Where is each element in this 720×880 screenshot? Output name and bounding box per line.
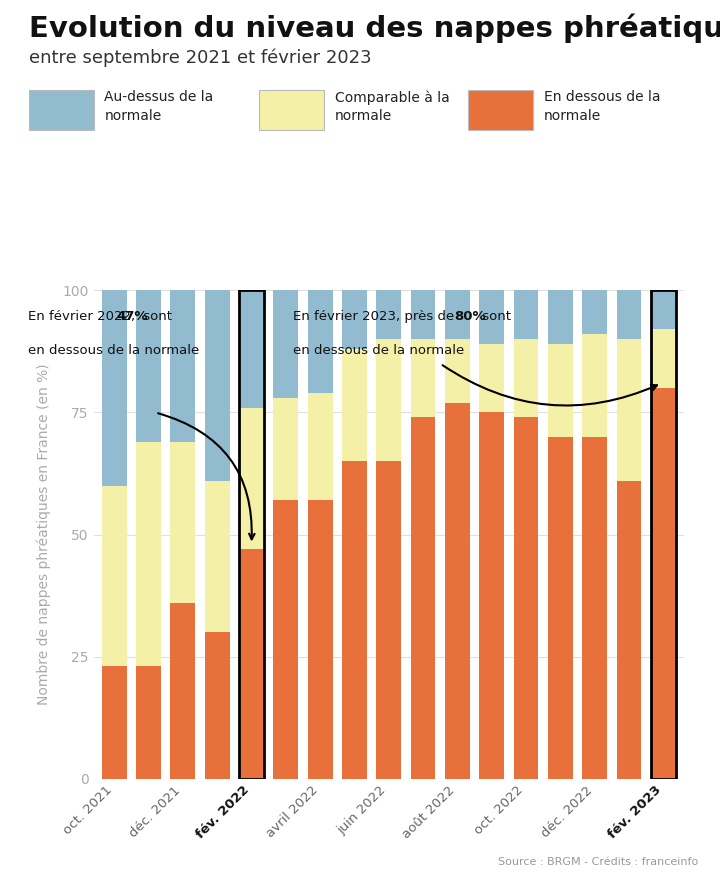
- Bar: [102, 486, 127, 666]
- Bar: [239, 407, 264, 549]
- Bar: [171, 603, 195, 779]
- Bar: [342, 461, 366, 779]
- Bar: [136, 666, 161, 779]
- Bar: [377, 290, 401, 339]
- Bar: [651, 290, 676, 329]
- Bar: [480, 290, 504, 344]
- Bar: [651, 388, 676, 779]
- Bar: [411, 417, 436, 779]
- Text: en dessous de la normale: en dessous de la normale: [28, 344, 199, 357]
- Bar: [274, 501, 298, 779]
- Text: En février 2023, près de: En février 2023, près de: [293, 310, 458, 323]
- Bar: [582, 334, 607, 436]
- Bar: [239, 290, 264, 407]
- Text: En février 2022,: En février 2022,: [28, 310, 140, 323]
- Bar: [136, 290, 161, 442]
- Bar: [377, 461, 401, 779]
- Bar: [445, 339, 470, 403]
- Bar: [651, 329, 676, 388]
- Bar: [582, 436, 607, 779]
- Bar: [514, 417, 539, 779]
- Bar: [171, 442, 195, 603]
- Bar: [582, 290, 607, 334]
- Bar: [548, 344, 573, 436]
- Text: sont: sont: [139, 310, 172, 323]
- Bar: [411, 339, 436, 417]
- Text: en dessous de la normale: en dessous de la normale: [293, 344, 464, 357]
- Text: 47%: 47%: [116, 310, 148, 323]
- Bar: [102, 666, 127, 779]
- Text: 80%: 80%: [455, 310, 486, 323]
- Text: sont: sont: [478, 310, 511, 323]
- Text: Evolution du niveau des nappes phréatiques: Evolution du niveau des nappes phréatiqu…: [29, 13, 720, 43]
- Bar: [307, 501, 333, 779]
- Bar: [342, 349, 366, 461]
- Bar: [239, 290, 264, 779]
- Bar: [411, 290, 436, 339]
- Bar: [274, 398, 298, 501]
- Bar: [548, 436, 573, 779]
- Bar: [307, 393, 333, 501]
- Bar: [617, 290, 642, 339]
- Bar: [204, 480, 230, 632]
- Bar: [136, 442, 161, 666]
- Bar: [377, 339, 401, 461]
- Text: Comparable à la
normale: Comparable à la normale: [335, 90, 449, 123]
- Bar: [204, 290, 230, 480]
- Bar: [239, 549, 264, 779]
- Text: Au-dessus de la
normale: Au-dessus de la normale: [104, 90, 214, 122]
- Bar: [102, 290, 127, 486]
- Bar: [204, 632, 230, 779]
- Bar: [171, 290, 195, 442]
- Bar: [342, 290, 366, 349]
- Bar: [480, 413, 504, 779]
- Bar: [307, 290, 333, 393]
- Bar: [514, 339, 539, 417]
- Bar: [445, 290, 470, 339]
- Bar: [617, 339, 642, 480]
- Bar: [445, 403, 470, 779]
- Text: En dessous de la
normale: En dessous de la normale: [544, 90, 660, 122]
- Y-axis label: Nombre de nappes phréatiques en France (en %): Nombre de nappes phréatiques en France (…: [37, 363, 51, 706]
- Bar: [514, 290, 539, 339]
- Text: Source : BRGM - Crédits : franceinfo: Source : BRGM - Crédits : franceinfo: [498, 857, 698, 867]
- Bar: [548, 290, 573, 344]
- Bar: [274, 290, 298, 398]
- Text: entre septembre 2021 et février 2023: entre septembre 2021 et février 2023: [29, 48, 372, 67]
- Bar: [480, 344, 504, 413]
- Bar: [617, 480, 642, 779]
- Bar: [651, 290, 676, 779]
